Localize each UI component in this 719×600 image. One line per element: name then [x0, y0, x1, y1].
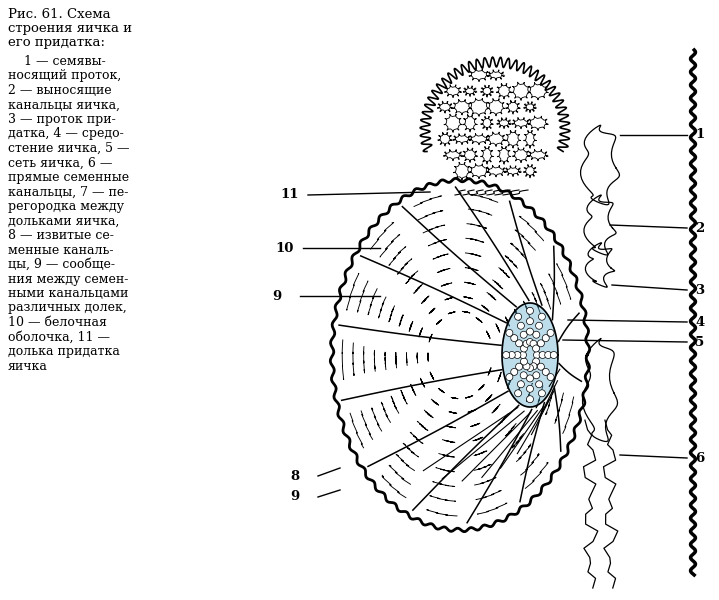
- Circle shape: [521, 331, 527, 338]
- Circle shape: [533, 345, 539, 352]
- Circle shape: [514, 352, 521, 358]
- Text: 1: 1: [695, 128, 704, 142]
- Polygon shape: [581, 125, 620, 205]
- Circle shape: [526, 338, 533, 346]
- Text: 4: 4: [695, 316, 704, 329]
- Circle shape: [508, 352, 516, 358]
- Text: оболочка, 11 —: оболочка, 11 —: [8, 331, 110, 343]
- Text: дольками яичка,: дольками яичка,: [8, 214, 119, 227]
- Circle shape: [533, 331, 540, 338]
- Text: 10 — белочная: 10 — белочная: [8, 316, 107, 329]
- Text: 11: 11: [280, 188, 298, 202]
- Text: сеть яичка, 6 —: сеть яичка, 6 —: [8, 157, 112, 169]
- Circle shape: [503, 352, 510, 358]
- Text: ными канальцами: ными канальцами: [8, 287, 129, 300]
- Circle shape: [526, 385, 533, 392]
- Circle shape: [506, 329, 513, 337]
- Circle shape: [547, 374, 554, 380]
- Text: носящий проток,: носящий проток,: [8, 70, 122, 82]
- Text: регородка между: регородка между: [8, 200, 124, 213]
- Circle shape: [530, 363, 537, 370]
- Circle shape: [542, 368, 549, 376]
- Text: 6: 6: [695, 451, 704, 464]
- Circle shape: [537, 340, 544, 347]
- Text: стение яичка, 5 —: стение яичка, 5 —: [8, 142, 129, 155]
- Circle shape: [550, 352, 557, 358]
- Circle shape: [539, 390, 546, 397]
- Circle shape: [523, 340, 530, 347]
- Circle shape: [545, 352, 551, 358]
- Circle shape: [539, 313, 546, 320]
- Circle shape: [533, 358, 539, 365]
- Circle shape: [515, 313, 521, 320]
- Circle shape: [526, 375, 533, 382]
- Circle shape: [530, 340, 537, 347]
- Text: 8: 8: [290, 469, 299, 482]
- Circle shape: [526, 364, 533, 371]
- Circle shape: [536, 381, 543, 388]
- Text: 9: 9: [290, 491, 299, 503]
- Text: яичка: яичка: [8, 359, 48, 373]
- Text: 9: 9: [272, 289, 281, 302]
- Circle shape: [510, 335, 518, 341]
- Text: 3 — проток при-: 3 — проток при-: [8, 113, 116, 126]
- Circle shape: [521, 345, 528, 352]
- Text: долька придатка: долька придатка: [8, 345, 120, 358]
- Text: его придатка:: его придатка:: [8, 36, 105, 49]
- Circle shape: [533, 372, 540, 379]
- Text: менные каналь-: менные каналь-: [8, 244, 114, 257]
- Text: 10: 10: [275, 241, 293, 254]
- Text: 2: 2: [695, 221, 704, 235]
- Text: 2 — выносящие: 2 — выносящие: [8, 84, 111, 97]
- Circle shape: [515, 390, 521, 397]
- Text: различных долек,: различных долек,: [8, 301, 127, 314]
- Text: цы, 9 — сообще-: цы, 9 — сообще-: [8, 258, 115, 271]
- Circle shape: [516, 340, 523, 347]
- Text: 8 — извитые се-: 8 — извитые се-: [8, 229, 114, 242]
- Circle shape: [526, 328, 533, 335]
- Polygon shape: [584, 195, 616, 255]
- Polygon shape: [582, 338, 618, 442]
- Text: 5: 5: [695, 335, 704, 349]
- Circle shape: [537, 363, 544, 370]
- Circle shape: [516, 363, 523, 370]
- Polygon shape: [420, 57, 570, 152]
- Circle shape: [526, 307, 533, 314]
- Circle shape: [536, 322, 543, 329]
- Circle shape: [539, 352, 546, 358]
- Circle shape: [521, 372, 527, 379]
- Circle shape: [520, 352, 526, 358]
- Circle shape: [547, 329, 554, 337]
- Circle shape: [533, 352, 541, 358]
- Text: канальцы яичка,: канальцы яичка,: [8, 98, 120, 112]
- Circle shape: [378, 288, 482, 392]
- Polygon shape: [585, 243, 615, 287]
- Circle shape: [518, 322, 524, 329]
- Circle shape: [526, 318, 533, 325]
- Circle shape: [510, 368, 518, 376]
- Text: Рис. 61. Схема: Рис. 61. Схема: [8, 8, 111, 21]
- Circle shape: [420, 325, 500, 405]
- Circle shape: [506, 374, 513, 380]
- Circle shape: [521, 358, 528, 365]
- Text: 1 — семявы-: 1 — семявы-: [8, 55, 106, 68]
- Text: канальцы, 7 — пе-: канальцы, 7 — пе-: [8, 185, 129, 199]
- Polygon shape: [332, 180, 588, 530]
- Text: прямые семенные: прямые семенные: [8, 171, 129, 184]
- Circle shape: [518, 381, 524, 388]
- Circle shape: [542, 335, 549, 341]
- Text: строения яичка и: строения яичка и: [8, 22, 132, 35]
- Circle shape: [526, 396, 533, 403]
- Circle shape: [523, 363, 530, 370]
- Text: датка, 4 — средо-: датка, 4 — средо-: [8, 127, 124, 140]
- Polygon shape: [502, 303, 558, 407]
- Text: ния между семен-: ния между семен-: [8, 272, 129, 286]
- Text: 3: 3: [695, 283, 704, 296]
